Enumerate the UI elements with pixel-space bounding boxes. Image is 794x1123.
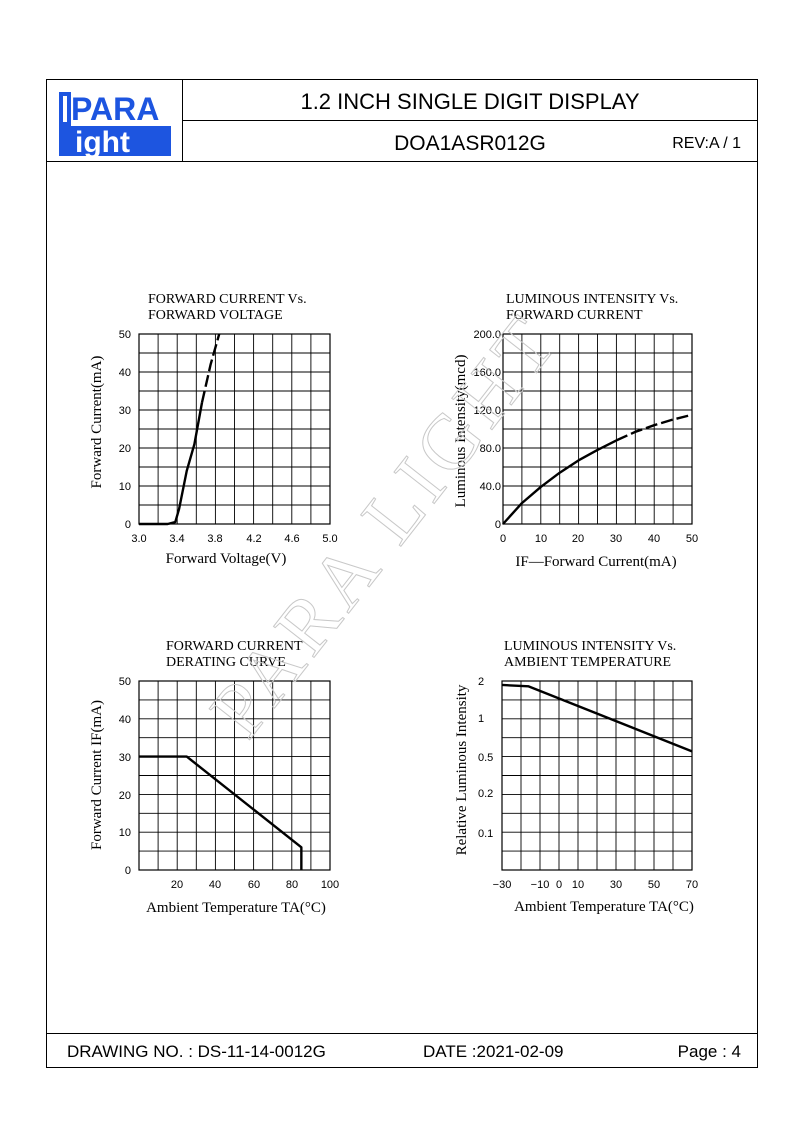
y-tick-label: 50 — [119, 676, 131, 688]
chart-title: LUMINOUS INTENSITY Vs. — [506, 292, 678, 307]
y-tick-label: 0 — [125, 865, 131, 877]
chart-title: AMBIENT TEMPERATURE — [504, 655, 671, 670]
x-tick-label: 60 — [248, 879, 260, 891]
x-tick-label: 70 — [686, 879, 698, 891]
x-tick-label: 3.4 — [169, 533, 184, 545]
y-tick-label: 30 — [119, 405, 131, 417]
series-line — [139, 755, 303, 870]
y-tick-label: 200.0 — [473, 329, 501, 341]
chart-title: DERATING CURVE — [166, 655, 286, 670]
y-tick-label: 50 — [119, 329, 131, 341]
x-tick-label: −30 — [493, 879, 512, 891]
y-tick-label: 160.0 — [473, 367, 501, 379]
x-tick-label: 30 — [610, 879, 622, 891]
y-tick-label: 0.5 — [478, 752, 493, 764]
x-axis-label: IF—Forward Current(mA) — [515, 554, 676, 570]
datasheet-frame: PARA ight 1.2 INCH SINGLE DIGIT DISPLAY … — [46, 79, 758, 1068]
y-tick-label: 0.2 — [478, 788, 493, 800]
y-tick-label: 0 — [495, 519, 501, 531]
x-tick-label: 30 — [610, 533, 622, 545]
y-tick-label: 40 — [119, 714, 131, 726]
x-axis-label: Ambient Temperature TA(°C) — [146, 900, 326, 916]
chart-title: FORWARD CURRENT — [166, 639, 303, 654]
revision: REV:A / 1 — [672, 135, 741, 152]
series-line-dashed — [615, 413, 693, 442]
y-tick-label: 2 — [478, 676, 484, 688]
series-line — [502, 439, 617, 525]
y-tick-label: 120.0 — [473, 405, 501, 417]
drawing-number: DRAWING NO. : DS-11-14-0012G — [67, 1042, 326, 1061]
x-axis-label: Ambient Temperature TA(°C) — [514, 899, 694, 915]
y-tick-label: 20 — [119, 790, 131, 802]
x-tick-label: 40 — [648, 533, 660, 545]
x-tick-label: 100 — [321, 879, 339, 891]
x-tick-label: 40 — [209, 879, 221, 891]
model-row: DOA1ASR012G REV:A / 1 — [183, 121, 757, 162]
y-axis-label: Forward Current IF(mA) — [89, 700, 105, 850]
y-tick-label: 0 — [125, 519, 131, 531]
x-tick-label: 4.2 — [246, 533, 261, 545]
logo-para-text: PARA — [71, 91, 159, 127]
x-tick-label: 3.0 — [131, 533, 146, 545]
y-tick-label: 10 — [119, 827, 131, 839]
series-line — [501, 683, 693, 753]
logo-ight-text: ight — [75, 126, 130, 159]
y-axis-label: Luminous Intensity(mcd) — [453, 355, 469, 508]
x-tick-label: 80 — [286, 879, 298, 891]
y-axis-label: Relative Luminous Intensity — [454, 684, 470, 855]
document-date: DATE :2021-02-09 — [423, 1042, 564, 1061]
series-line — [139, 402, 204, 526]
chart-title: LUMINOUS INTENSITY Vs. — [504, 639, 676, 654]
y-tick-label: 10 — [119, 481, 131, 493]
x-tick-label: 10 — [572, 879, 584, 891]
model-number: DOA1ASR012G — [394, 132, 546, 155]
x-axis-label: Forward Voltage(V) — [166, 551, 287, 567]
x-tick-label: 10 — [535, 533, 547, 545]
page-number: Page : 4 — [677, 1042, 741, 1061]
watermark: PARA LIGHT — [193, 297, 576, 752]
y-tick-label: 1 — [478, 713, 484, 725]
chart-title: FORWARD CURRENT — [506, 308, 643, 323]
document-title: 1.2 INCH SINGLE DIGIT DISPLAY — [183, 80, 757, 121]
x-tick-label: 3.8 — [207, 533, 222, 545]
x-tick-label: 50 — [686, 533, 698, 545]
x-tick-label: 0 — [500, 533, 506, 545]
x-tick-label: −10 — [531, 879, 550, 891]
x-tick-label: 5.0 — [322, 533, 337, 545]
y-tick-label: 40.0 — [480, 481, 501, 493]
y-tick-label: 40 — [119, 367, 131, 379]
y-tick-label: 20 — [119, 443, 131, 455]
y-tick-label: 0.1 — [478, 828, 493, 840]
chart-title: FORWARD CURRENT Vs. — [148, 292, 307, 307]
chart-title: FORWARD VOLTAGE — [148, 308, 283, 323]
para-light-logo: PARA ight — [59, 91, 171, 159]
x-tick-label: 0 — [556, 879, 562, 891]
series-line-dashed — [200, 333, 221, 403]
x-tick-label: 20 — [572, 533, 584, 545]
x-tick-label: 20 — [171, 879, 183, 891]
x-tick-label: 4.6 — [284, 533, 299, 545]
y-axis-label: Forward Current(mA) — [89, 356, 105, 489]
x-tick-label: 50 — [648, 879, 660, 891]
y-tick-label: 30 — [119, 752, 131, 764]
y-tick-label: 80.0 — [480, 443, 501, 455]
logo-cell: PARA ight — [47, 80, 183, 162]
footer: DRAWING NO. : DS-11-14-0012G DATE :2021-… — [47, 1033, 757, 1067]
